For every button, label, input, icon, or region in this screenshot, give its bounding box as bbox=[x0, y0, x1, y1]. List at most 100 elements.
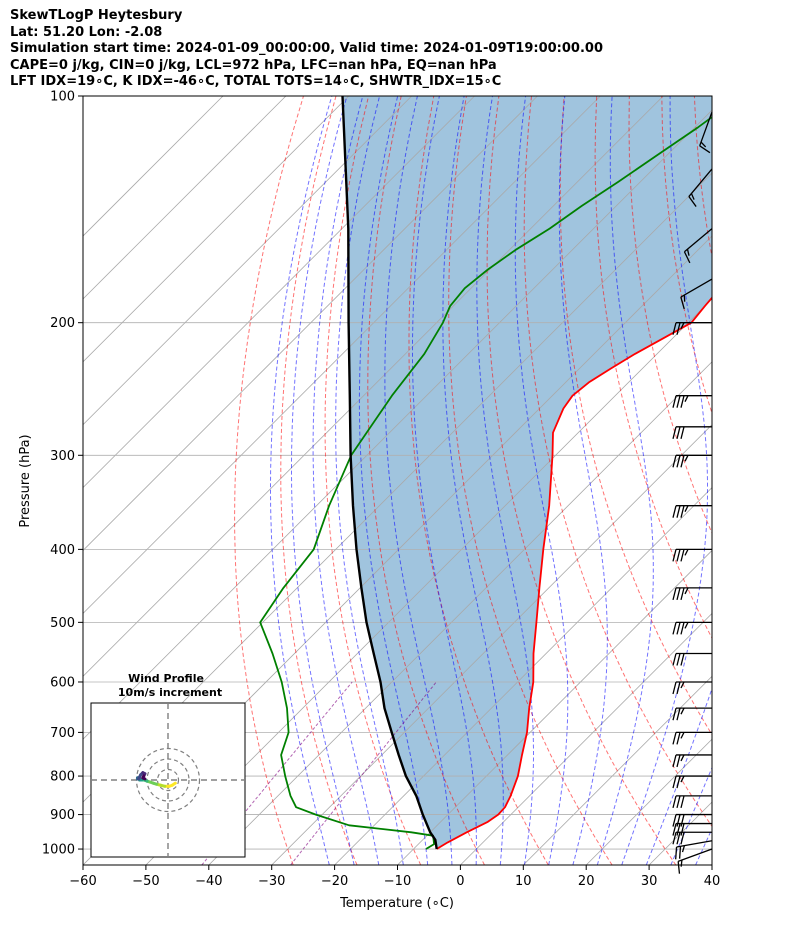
barb-feather bbox=[680, 814, 685, 827]
x-tick-label: −10 bbox=[384, 874, 411, 889]
barb-staff bbox=[688, 168, 713, 197]
isotherm-line bbox=[334, 487, 712, 865]
barb-feather bbox=[684, 395, 689, 402]
barb-feather bbox=[684, 587, 689, 595]
hodograph-subtitle: 10m/s increment bbox=[118, 686, 222, 699]
barb-feather bbox=[700, 141, 707, 148]
location-line: Lat: 51.20 Lon: -2.08 bbox=[10, 24, 163, 40]
wind-barb bbox=[672, 426, 712, 439]
y-tick-label: 300 bbox=[50, 449, 75, 464]
wind-barb bbox=[672, 548, 712, 562]
isotherm-line bbox=[460, 612, 712, 865]
barb-feather bbox=[676, 832, 681, 845]
barb-feather bbox=[676, 823, 681, 836]
barb-staff bbox=[699, 111, 713, 147]
barb-feather bbox=[680, 732, 685, 739]
barb-feather bbox=[680, 795, 685, 809]
isotherm-line bbox=[83, 96, 475, 489]
barb-feather bbox=[690, 193, 695, 200]
barb-staff bbox=[677, 848, 713, 862]
barb-feather bbox=[680, 681, 685, 689]
barb-feather bbox=[672, 322, 677, 335]
dry-adiabat bbox=[234, 96, 304, 865]
dry-adiabat bbox=[324, 96, 422, 865]
barb-feather bbox=[680, 322, 685, 329]
barb-feather bbox=[680, 859, 683, 867]
barb-staff bbox=[676, 840, 713, 848]
wind-barb bbox=[672, 454, 712, 468]
moist-adiabat bbox=[270, 96, 333, 865]
isotherm-line bbox=[83, 96, 287, 300]
moist-adiabat bbox=[476, 96, 534, 865]
barb-feather bbox=[672, 708, 677, 721]
barb-feather bbox=[680, 296, 685, 310]
x-tick-label: −60 bbox=[69, 874, 96, 889]
moist-adiabat bbox=[335, 96, 404, 865]
moist-adiabat bbox=[412, 96, 477, 865]
wind-barb bbox=[672, 322, 712, 335]
x-tick-label: −50 bbox=[132, 874, 159, 889]
barb-feather bbox=[676, 775, 681, 789]
moist-adiabat bbox=[558, 96, 608, 865]
barb-feather bbox=[676, 505, 681, 518]
dry-adiabats bbox=[234, 96, 794, 865]
barb-feather bbox=[672, 653, 677, 666]
wind-barb bbox=[680, 278, 713, 310]
y-tick-label: 1000 bbox=[42, 843, 75, 858]
dry-adiabat bbox=[628, 96, 712, 535]
wind-barb bbox=[672, 754, 712, 768]
barb-feather bbox=[676, 754, 681, 768]
dry-adiabat bbox=[760, 96, 794, 865]
barb-feather bbox=[676, 549, 681, 562]
index-line: LFT IDX=19∘C, K IDX=-46∘C, TOTAL TOTS=14… bbox=[10, 74, 502, 89]
wind-barb bbox=[688, 168, 713, 207]
barb-feather bbox=[680, 505, 685, 518]
barb-feather bbox=[672, 795, 677, 809]
barb-feather bbox=[678, 846, 682, 859]
barb-feather bbox=[684, 622, 689, 629]
temperature-line bbox=[436, 296, 712, 850]
barb-feather bbox=[676, 653, 681, 666]
chart-header: SkewTLogP Heytesbury Lat: 51.20 Lon: -2.… bbox=[10, 8, 603, 91]
parcel-line bbox=[341, 96, 438, 850]
isotherm-line bbox=[83, 96, 350, 363]
isotherm-line bbox=[271, 424, 712, 865]
barb-feather bbox=[676, 622, 681, 635]
wind-barbs bbox=[672, 111, 713, 874]
barb-feather bbox=[688, 196, 697, 207]
x-tick-label: −30 bbox=[258, 874, 285, 889]
dry-adiabat bbox=[486, 96, 677, 865]
barb-feather bbox=[680, 653, 685, 666]
y-tick-label: 400 bbox=[50, 543, 75, 558]
y-tick-label: 200 bbox=[50, 316, 75, 331]
isotherm-line bbox=[83, 96, 664, 677]
barb-feather bbox=[680, 587, 685, 601]
barb-feather bbox=[680, 622, 685, 635]
barb-feather bbox=[672, 823, 677, 836]
dry-adiabat bbox=[594, 96, 712, 640]
isotherm-line bbox=[83, 96, 412, 426]
barb-feather bbox=[676, 708, 681, 721]
barb-feather bbox=[684, 549, 689, 556]
y-tick-label: 600 bbox=[50, 675, 75, 690]
x-axis-ticks: −60 −50 −40 −30 −20 −10 0 10 20 30 40 bbox=[69, 865, 720, 889]
isotherm-line bbox=[145, 298, 712, 865]
hodograph-inset: Wind Profile 10m/s increment bbox=[90, 672, 246, 858]
time-line: Simulation start time: 2024-01-09_00:00:… bbox=[10, 41, 603, 56]
barb-feather bbox=[672, 455, 677, 468]
barb-feather bbox=[672, 754, 677, 768]
barb-feather bbox=[672, 505, 677, 518]
dry-adiabat bbox=[448, 96, 613, 865]
isotherm-line bbox=[83, 109, 712, 740]
x-tick-label: −40 bbox=[195, 874, 222, 889]
x-axis-label: Temperature (∘C) bbox=[339, 896, 454, 911]
moist-adiabat bbox=[291, 96, 355, 865]
x-tick-label: 30 bbox=[641, 874, 658, 889]
y-axis-ticks: 100 200 300 400 500 600 700 800 900 1000 bbox=[42, 90, 83, 858]
barb-feather bbox=[672, 832, 677, 845]
barb-feather bbox=[680, 395, 685, 408]
x-tick-label: 20 bbox=[578, 874, 595, 889]
wind-barb bbox=[699, 111, 713, 154]
moist-adiabats bbox=[270, 96, 712, 865]
